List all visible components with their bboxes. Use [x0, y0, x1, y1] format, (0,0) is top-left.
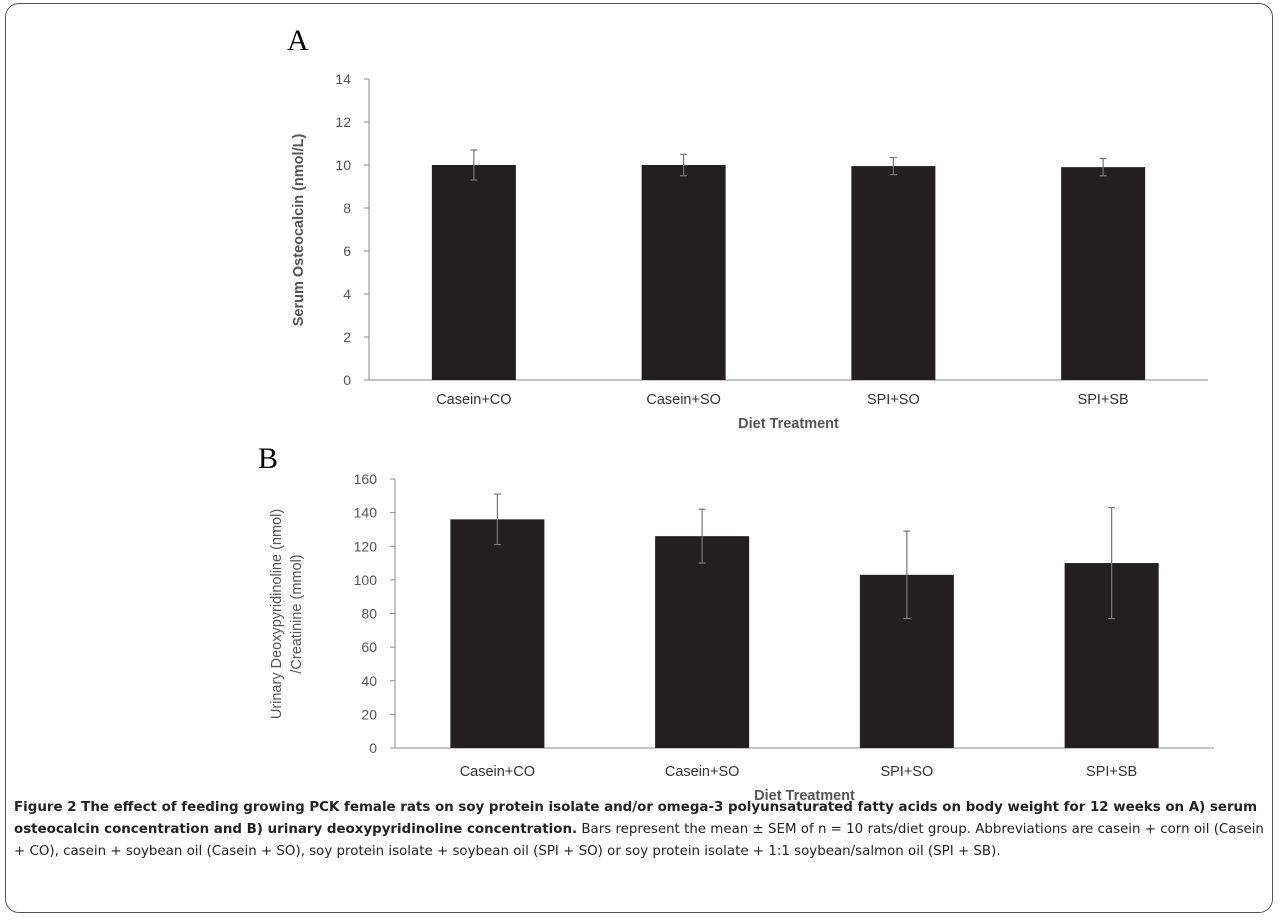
caption-body: Bars represent the mean ± SEM of n = 10 … — [14, 822, 1264, 859]
chart-a-category-label: Casein+SO — [646, 392, 721, 408]
chart-b-category-label: SPI+SB — [1086, 764, 1137, 780]
chart-b-x-axis-title: Diet Treatment — [754, 788, 855, 804]
chart-a-y-tick-label: 12 — [335, 114, 351, 130]
caption-title: Figure 2 The effect of feeding growing P… — [14, 800, 1258, 837]
figure-frame — [5, 3, 1273, 913]
chart-b-y-tick-label: 60 — [361, 639, 377, 655]
chart-a-y-axis-title-line: Serum Osteocalcin (nmol/L) — [291, 134, 307, 327]
chart-a-y-tick-label: 8 — [343, 200, 351, 216]
chart-b-category-label: Casein+SO — [665, 764, 740, 780]
chart-b-category-label: SPI+SO — [880, 764, 933, 780]
chart-b-y-tick-label: 100 — [354, 572, 378, 588]
chart-b-y-axis-title-line: /Creatinine (mmol) — [289, 554, 305, 673]
chart-a-y-tick-label: 10 — [335, 157, 351, 173]
chart-b-panel-label: B — [258, 442, 278, 475]
figure-caption: Figure 2 The effect of feeding growing P… — [14, 797, 1266, 863]
chart-a-y-tick-label: 0 — [343, 372, 351, 388]
chart-b-y-tick-label: 40 — [361, 673, 377, 689]
chart-b-y-axis-title: Urinary Deoxypyridinoline (nmol)/Creatin… — [269, 509, 305, 719]
chart-a-category-label: SPI+SO — [867, 392, 920, 408]
chart-b-y-tick-label: 160 — [354, 471, 378, 487]
chart-b-bar — [655, 536, 750, 748]
chart-b-y-tick-label: 80 — [361, 606, 377, 622]
chart-a-category-label: SPI+SB — [1078, 392, 1129, 408]
chart-b-y-tick-label: 120 — [354, 538, 378, 554]
chart-a-y-tick-label: 14 — [335, 71, 351, 87]
chart-a-bar — [1061, 167, 1146, 380]
chart-a-panel-label: A — [287, 24, 309, 57]
chart-a-x-axis-title: Diet Treatment — [738, 416, 839, 432]
chart-a-y-tick-label: 4 — [343, 286, 351, 302]
chart-a-bar — [431, 165, 516, 380]
chart-b-category-label: Casein+CO — [460, 764, 535, 780]
chart-b-y-tick-label: 140 — [354, 505, 378, 521]
chart-a-bar — [851, 166, 936, 380]
chart-b-y-tick-label: 0 — [369, 740, 377, 756]
chart-a-y-axis-title: Serum Osteocalcin (nmol/L) — [291, 134, 307, 327]
chart-a-bar — [641, 165, 726, 380]
chart-a-y-tick-label: 6 — [343, 243, 351, 259]
chart-a-category-label: Casein+CO — [436, 392, 511, 408]
chart-b-bar — [450, 519, 545, 748]
chart-a-y-tick-label: 2 — [343, 329, 351, 345]
chart-b-y-tick-label: 20 — [361, 706, 377, 722]
chart-b-y-axis-title-line: Urinary Deoxypyridinoline (nmol) — [269, 509, 285, 719]
